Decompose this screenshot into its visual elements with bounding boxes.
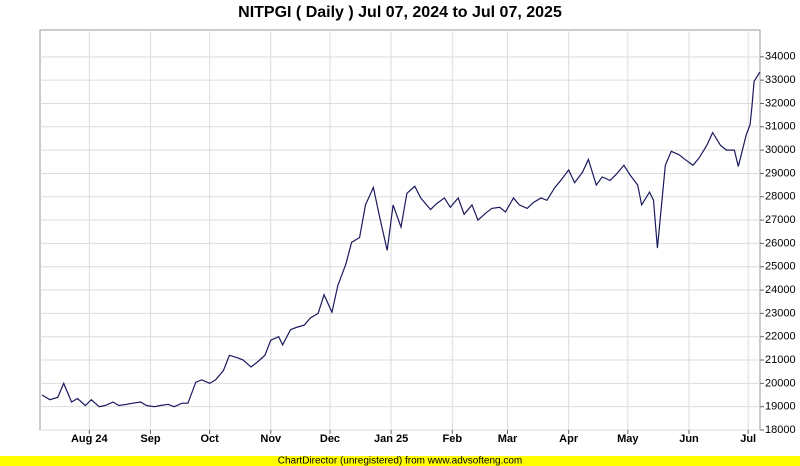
- x-tick-label: Jul: [740, 433, 756, 445]
- plot-area: [39, 29, 761, 431]
- x-tick-label: May: [617, 433, 639, 445]
- y-tick-label: 34000: [765, 51, 796, 63]
- y-tick-label: 21000: [765, 354, 796, 366]
- x-tick-label: Sep: [140, 433, 160, 445]
- y-tick-label: 30000: [765, 144, 796, 156]
- y-tick-label: 28000: [765, 191, 796, 203]
- y-tick-label: 29000: [765, 167, 796, 179]
- x-tick-label: Jan 25: [374, 433, 408, 445]
- y-tick-label: 23000: [765, 307, 796, 319]
- x-tick-label: Feb: [442, 433, 462, 445]
- y-tick-label: 26000: [765, 237, 796, 249]
- marks: [41, 71, 761, 408]
- footer: ChartDirector (unregistered) from www.ad…: [278, 456, 523, 466]
- y-tick-label: 24000: [765, 284, 796, 296]
- y-tick-label: 22000: [765, 331, 796, 343]
- x-tick-label: Jun: [679, 433, 699, 445]
- y-tick-label: 19000: [765, 401, 796, 413]
- y-tick-label: 25000: [765, 261, 796, 273]
- x-tick-label: Nov: [260, 433, 282, 445]
- y-tick-label: 20000: [765, 377, 796, 389]
- y-tick-label: 31000: [765, 121, 796, 133]
- x-tick-label: Dec: [320, 433, 340, 445]
- grid: 18000 19000 20000 21000 22000 23000 24000 25000…: [40, 30, 796, 445]
- y-tick-label: 33000: [765, 74, 796, 86]
- chart-title: NITPGI ( Daily ) Jul 07, 2024 to Jul 07,…: [238, 4, 562, 21]
- y-tick-label: 32000: [765, 97, 796, 109]
- x-tick-label: Mar: [498, 433, 518, 445]
- x-tick-label: Oct: [200, 433, 219, 445]
- x-tick-label: Apr: [559, 433, 579, 445]
- x-tick-label: Aug 24: [71, 433, 109, 445]
- price-line: [41, 71, 761, 408]
- footer-bar: [0, 456, 800, 466]
- y-tick-label: 18000: [765, 424, 796, 436]
- y-tick-label: 27000: [765, 214, 796, 226]
